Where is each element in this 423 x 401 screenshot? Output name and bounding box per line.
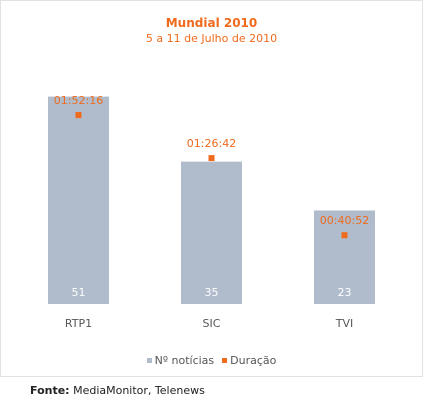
legend-swatch-news-count: [146, 358, 152, 363]
legend-item-duration: Duração: [222, 354, 276, 367]
bar-value-label-tvi: 23: [338, 286, 352, 299]
duration-label-sic: 01:26:42: [187, 137, 236, 150]
bar-rtp1: [48, 96, 109, 304]
duration-label-tvi: 00:40:52: [320, 214, 369, 227]
category-label-tvi: TVI: [335, 317, 354, 330]
chart-title: Mundial 2010: [165, 16, 258, 30]
duration-point-rtp1: [75, 112, 82, 119]
bar-sic: [181, 161, 242, 304]
source-label: Fonte:: [30, 384, 70, 397]
bar-value-label-rtp1: 51: [72, 286, 86, 299]
chart-plot: 51 RTP1 01:52:16 35 SIC 01:26:42 23 TVI 00:40:52: [48, 94, 375, 330]
duration-point-tvi: [341, 232, 348, 239]
duration-label-rtp1: 01:52:16: [54, 94, 103, 107]
chart-legend: Nº notícias Duração: [0, 354, 423, 367]
bar-value-label-sic: 35: [205, 286, 219, 299]
legend-label-duration: Duração: [230, 354, 277, 367]
category-label-sic: SIC: [203, 317, 221, 330]
category-label-rtp1: RTP1: [65, 317, 92, 330]
source-text: MediaMonitor, Telenews: [69, 384, 205, 397]
legend-item-news-count: Nº notícias: [146, 354, 215, 367]
chart-subtitle: 5 a 11 de Julho de 2010: [145, 32, 278, 45]
source-note: Fonte: MediaMonitor, Telenews: [30, 384, 205, 397]
legend-label-news-count: Nº notícias: [154, 354, 215, 367]
duration-point-sic: [208, 155, 215, 162]
legend-swatch-duration: [222, 358, 228, 363]
bar-tvi: [314, 210, 375, 304]
